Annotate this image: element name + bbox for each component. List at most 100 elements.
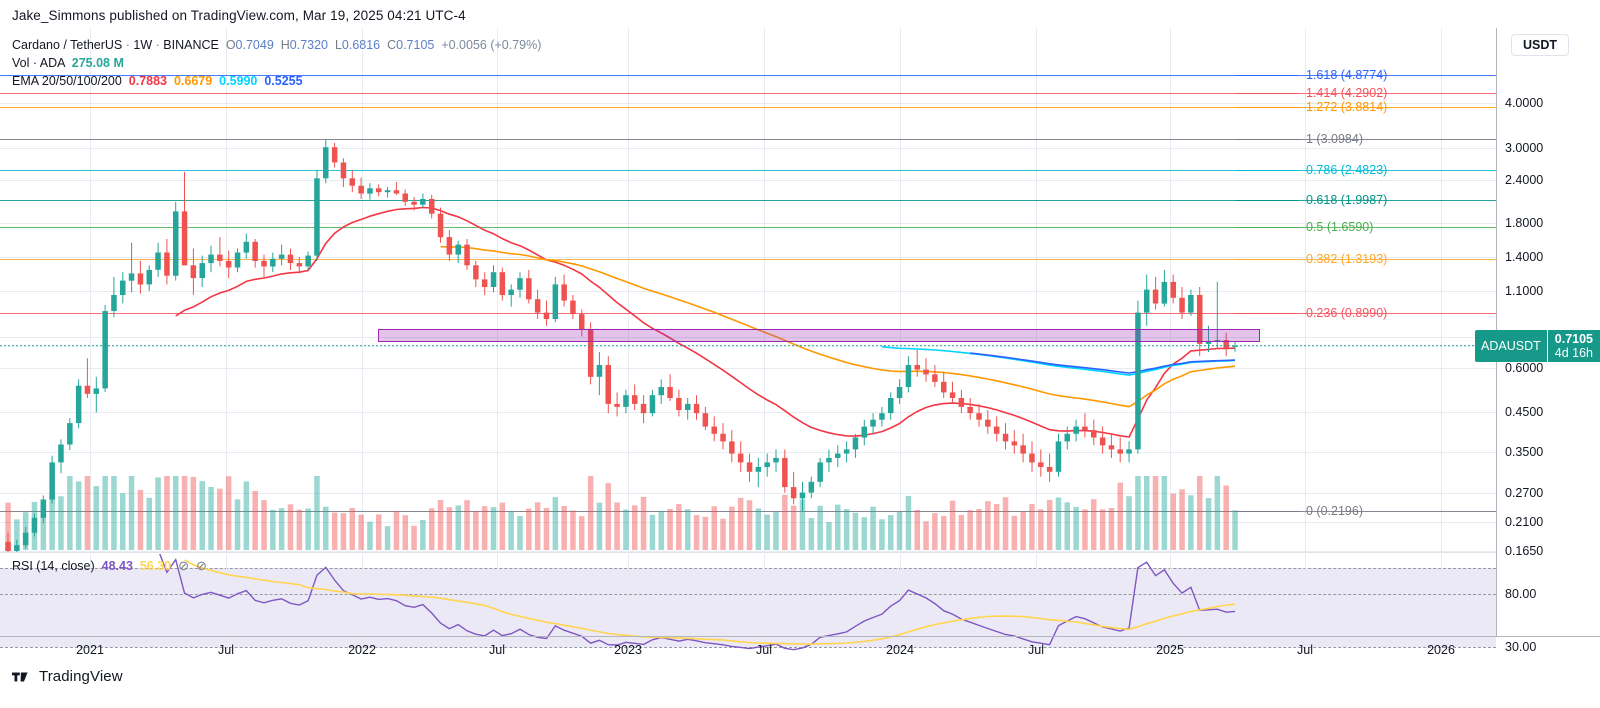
volume-bar: [1073, 506, 1079, 550]
fib-level-line[interactable]: [0, 170, 1496, 172]
candle-body: [1091, 430, 1097, 438]
gridline-horizontal: [0, 148, 1496, 149]
volume-bar: [323, 506, 329, 550]
rsi-hide-icon-2[interactable]: ⊘: [195, 558, 207, 573]
pane-separator[interactable]: [0, 552, 1496, 553]
candle-body: [861, 426, 867, 438]
ema-line-20[interactable]: [175, 206, 1236, 438]
volume-bar: [208, 487, 214, 550]
candle-body: [623, 395, 629, 407]
time-scale-tick: 2023: [614, 643, 642, 657]
fib-level-label[interactable]: 0.618 (1.9987): [1306, 193, 1388, 208]
volume-bar: [93, 486, 99, 550]
fib-level-line[interactable]: [0, 93, 1496, 95]
gridline-horizontal: [0, 180, 1496, 181]
fib-level-label[interactable]: 1.618 (4.8774): [1306, 68, 1388, 83]
ema-line-100[interactable]: [881, 345, 1236, 376]
price-scale-tick: 1.1000: [1505, 284, 1544, 298]
candle-body: [146, 269, 152, 285]
ema-line-50[interactable]: [440, 245, 1236, 408]
volume-bar: [1091, 499, 1097, 550]
candle-body: [1197, 295, 1203, 344]
volume-bar: [702, 516, 709, 550]
volume-bar: [614, 502, 620, 550]
candle-body: [729, 441, 735, 454]
candle-body: [587, 329, 594, 377]
candle-body: [879, 413, 885, 420]
volume-bar: [941, 516, 947, 550]
fib-level-line[interactable]: [0, 312, 1496, 314]
rsi-hide-icon-1[interactable]: ⊘: [178, 558, 189, 573]
rsi-level-line: [0, 568, 1496, 569]
volume-bar: [1011, 515, 1018, 550]
fib-level-label[interactable]: 0.5 (1.6590): [1306, 219, 1374, 234]
volume-bar: [790, 505, 797, 550]
time-scale[interactable]: 2021 Jul 2022 Jul 2023 Jul 2024 Jul 2025 Jul 2026: [0, 637, 1600, 667]
candle-body: [826, 457, 832, 463]
candle-body: [1064, 433, 1070, 442]
price-tag-price: 0.7105: [1554, 331, 1593, 346]
candle-body: [1020, 445, 1026, 454]
gridline-horizontal: [0, 223, 1496, 224]
fib-level-line[interactable]: [0, 138, 1496, 140]
fib-level-line[interactable]: [0, 107, 1496, 109]
candle-body: [49, 462, 55, 500]
candle-body: [411, 201, 417, 205]
gridline-horizontal: [0, 103, 1496, 104]
rsi-pane[interactable]: [0, 554, 1496, 653]
fib-level-label[interactable]: 1.272 (3.8814): [1306, 100, 1388, 115]
last-price-tag[interactable]: ADAUSDT 0.7105 4d 16h: [1475, 329, 1600, 362]
ema-line-200[interactable]: [970, 352, 1236, 374]
volume-bar: [755, 508, 762, 550]
fib-level-label[interactable]: 1 (3.0984): [1306, 131, 1363, 146]
rsi-legend-value: 48.43: [101, 559, 133, 573]
fib-level-label[interactable]: 0.236 (0.8990): [1306, 305, 1388, 320]
volume-bar: [67, 476, 73, 550]
candlestick-series[interactable]: [5, 138, 1238, 552]
price-scale[interactable]: USDT 4.0000 3.0000 2.4000 1.8000 1.4000 1.100…: [1475, 28, 1600, 654]
fib-level-stub: [1236, 107, 1298, 109]
time-scale-tick: 2024: [886, 643, 914, 657]
price-pane[interactable]: 1.618 (4.8774) 1.414 (4.2902) 1.272 (3.881…: [0, 28, 1496, 552]
fib-level-label[interactable]: 0.786 (2.4823): [1306, 163, 1388, 178]
fib-level-line[interactable]: [0, 226, 1496, 228]
candle-body: [429, 199, 435, 214]
candle-body: [1011, 441, 1018, 446]
volume-bar: [1170, 493, 1176, 550]
volume-bar: [1126, 496, 1132, 550]
currency-badge[interactable]: USDT: [1511, 34, 1570, 56]
candle-body: [1135, 312, 1141, 450]
price-tag-countdown: 4d 16h: [1554, 345, 1593, 360]
candle-body: [402, 193, 408, 202]
candle-body: [181, 211, 188, 266]
rsi-legend-title[interactable]: RSI (14, close): [12, 559, 95, 573]
candle-body: [1126, 449, 1132, 454]
fib-level-line[interactable]: [0, 200, 1496, 202]
rsi-line[interactable]: [132, 554, 1236, 651]
price-scale-tick: 0.1650: [1505, 544, 1544, 558]
fib-level-line[interactable]: [0, 258, 1496, 260]
volume-bar: [817, 505, 823, 550]
candle-body: [755, 467, 762, 472]
fib-level-label[interactable]: 0.382 (1.3193): [1306, 251, 1388, 266]
candle-body: [702, 413, 709, 427]
candle-body: [58, 444, 64, 463]
supply-zone-rectangle[interactable]: [378, 329, 1260, 343]
rsi-ma-line[interactable]: [184, 559, 1236, 646]
candle-body: [358, 185, 364, 194]
fib-level-stub: [1236, 138, 1298, 140]
chart-container[interactable]: 1.618 (4.8774) 1.414 (4.2902) 1.272 (3.881…: [0, 28, 1600, 665]
time-scale-tick: 2021: [76, 643, 104, 657]
fib-level-label[interactable]: 0 (0.2196): [1306, 503, 1363, 518]
candle-body: [481, 279, 488, 287]
fib-level-line[interactable]: [0, 510, 1496, 512]
fib-level-line[interactable]: [0, 75, 1496, 77]
fib-level-label[interactable]: 1.414 (4.2902): [1306, 86, 1388, 101]
fib-level-stub: [1236, 93, 1298, 95]
price-scale-tick: 0.4500: [1505, 405, 1544, 419]
volume-bar: [199, 481, 205, 550]
candle-body: [905, 365, 912, 387]
candle-body: [534, 299, 541, 313]
candle-body: [985, 419, 991, 427]
volume-bar: [155, 477, 161, 550]
